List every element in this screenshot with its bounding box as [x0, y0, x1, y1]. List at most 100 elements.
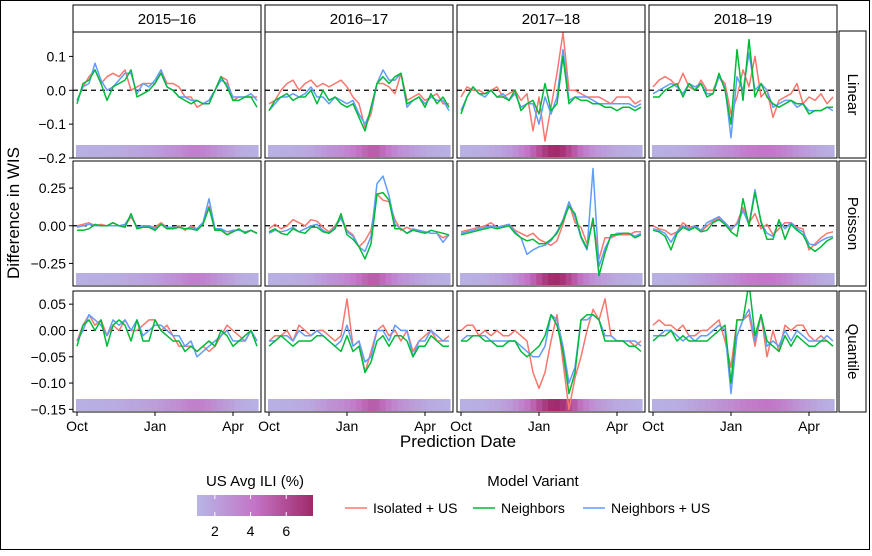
- column-strip-box: [648, 4, 838, 33]
- ili-cell: [408, 399, 416, 411]
- ili-cell: [657, 399, 665, 411]
- ili-cell: [477, 399, 485, 411]
- ili-cell: [216, 145, 224, 157]
- ili-cell: [477, 145, 485, 157]
- series-line-neighbors: [461, 313, 642, 395]
- ili-cell: [559, 399, 567, 411]
- ili-cell: [745, 145, 753, 157]
- series-lines: [268, 175, 450, 260]
- x-tick-label: Apr: [606, 418, 628, 434]
- ili-cell: [268, 399, 275, 411]
- ili-cell: [152, 399, 159, 411]
- ili-cell: [379, 273, 387, 285]
- ili-cell: [403, 273, 410, 285]
- ili-cell: [273, 399, 281, 411]
- ili-band: [652, 145, 835, 157]
- column-strip-box: [264, 4, 454, 33]
- ili-cell: [420, 273, 428, 285]
- ili-cell: [361, 273, 369, 285]
- ili-cell: [675, 145, 682, 157]
- ili-cell: [367, 145, 375, 157]
- ili-cell: [524, 145, 532, 157]
- ili-cell: [397, 145, 404, 157]
- ili-cell: [193, 145, 200, 157]
- series-lines: [652, 188, 834, 253]
- ili-cell: [291, 145, 298, 157]
- ili-cell: [303, 399, 310, 411]
- ili-cell: [822, 399, 829, 411]
- ili-cell: [769, 399, 776, 411]
- ili-cell: [810, 399, 817, 411]
- ili-cell: [432, 273, 439, 285]
- ili-cell: [816, 273, 823, 285]
- ili-cell: [559, 145, 567, 157]
- x-tick-label: Jan: [528, 418, 551, 434]
- ili-cell: [252, 273, 259, 285]
- ili-cell: [804, 145, 812, 157]
- ili-cell: [181, 399, 189, 411]
- ili-band: [268, 145, 451, 157]
- ili-cell: [501, 399, 508, 411]
- ili-cell: [828, 273, 835, 285]
- panel-poisson-2: [264, 160, 454, 287]
- row-strip-linear: Linear: [838, 30, 867, 159]
- ili-cell: [536, 273, 543, 285]
- ili-cell: [798, 273, 806, 285]
- panel-border: [456, 290, 646, 413]
- column-strip-box: [72, 4, 262, 33]
- ili-cell: [385, 273, 392, 285]
- ili-cell: [164, 273, 171, 285]
- ili-cell: [128, 399, 136, 411]
- ili-band: [652, 399, 835, 411]
- ili-cell: [512, 399, 520, 411]
- ili-cell: [367, 273, 375, 285]
- series-line-neighbors: [652, 191, 834, 253]
- ili-cell: [320, 145, 328, 157]
- ili-cell: [344, 399, 351, 411]
- ili-cell: [657, 145, 665, 157]
- ili-cell: [285, 399, 293, 411]
- ili-cell: [303, 145, 310, 157]
- ili-cell: [205, 399, 212, 411]
- ili-cell: [763, 145, 771, 157]
- ili-cell: [385, 145, 392, 157]
- ili-cell: [344, 145, 351, 157]
- ili-cell: [663, 145, 671, 157]
- ili-cell: [350, 273, 357, 285]
- ili-cell: [158, 145, 165, 157]
- ili-cell: [681, 399, 688, 411]
- column-strip-label: 2017–18: [522, 11, 580, 28]
- ili-band: [460, 399, 643, 411]
- x-tick-label: Oct: [642, 418, 664, 434]
- ili-cell: [704, 399, 712, 411]
- x-axis-title: Prediction Date: [400, 432, 516, 451]
- ili-cell: [309, 399, 316, 411]
- ili-cell: [652, 399, 659, 411]
- y-tick-label: −0.10: [31, 375, 67, 391]
- x-tick-label: Jan: [336, 418, 359, 434]
- series-line-neighbors-us: [460, 313, 642, 384]
- ili-cell: [559, 273, 567, 285]
- ili-band: [652, 273, 835, 285]
- ili-cell: [246, 145, 253, 157]
- y-tick-label: −0.15: [31, 401, 67, 417]
- ili-cell: [314, 399, 322, 411]
- ili-cell: [751, 145, 759, 157]
- ili-cell: [252, 145, 259, 157]
- x-axis-1: Oct Jan Apr: [66, 412, 244, 434]
- row-strip-poisson: Poisson: [838, 160, 867, 287]
- ili-cell: [704, 145, 712, 157]
- ili-cell: [350, 145, 357, 157]
- ili-cell: [314, 273, 322, 285]
- panel-linear-2: [264, 30, 454, 159]
- column-strip-4: 2018–19: [648, 4, 838, 33]
- ili-cell: [122, 399, 130, 411]
- ili-cell: [553, 399, 561, 411]
- ili-cell: [297, 399, 304, 411]
- column-strip-box: [456, 4, 646, 33]
- ili-cell: [769, 273, 776, 285]
- series-lines: [76, 62, 258, 108]
- ili-cell: [297, 145, 304, 157]
- ili-cell: [751, 273, 759, 285]
